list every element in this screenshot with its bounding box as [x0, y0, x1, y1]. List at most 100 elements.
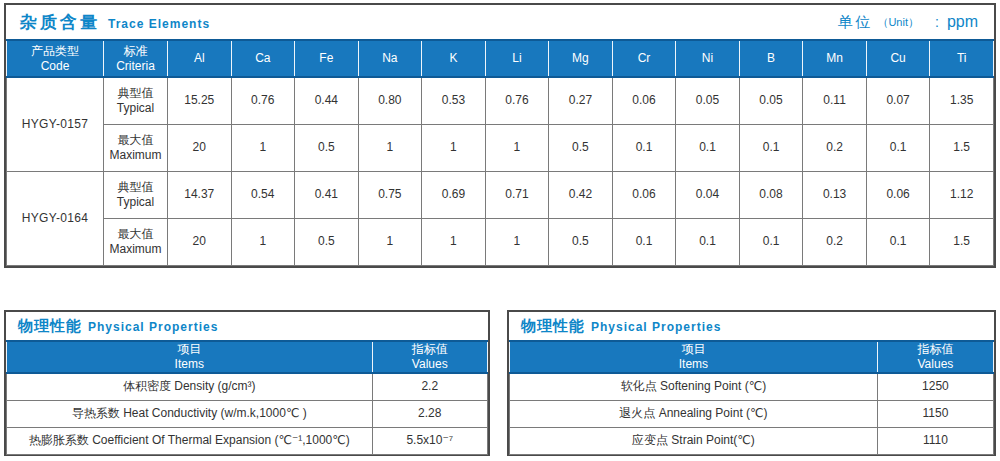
value-cell: 0.1 — [612, 124, 676, 171]
property-row: 热膨胀系数 Coefficient Of Thermal Expansion (… — [7, 427, 488, 454]
col-header-element-al: Al — [168, 40, 232, 77]
value-cell: 0.08 — [739, 171, 803, 218]
col-header-element-ti: Ti — [930, 40, 994, 77]
col-header-code-en: Code — [7, 59, 103, 74]
property-value-cell: 5.5x10⁻⁷ — [372, 427, 487, 454]
physical-left-title: 物理性能Physical Properties — [18, 317, 218, 336]
value-cell: 1 — [485, 218, 549, 265]
value-cell: 0.1 — [676, 218, 740, 265]
value-cell: 0.1 — [866, 218, 930, 265]
col-header-items-zh: 项目 — [510, 342, 877, 357]
table-row: HYGY-0157 典型值 Typical 15.25 0.76 0.44 0.… — [7, 77, 994, 124]
unit-paren: （Unit） — [877, 15, 919, 30]
value-cell: 0.05 — [676, 77, 740, 124]
col-header-items-en: Items — [7, 357, 372, 372]
physical-right-title-bar: 物理性能 Physical Properties — [509, 312, 994, 340]
physical-left-title-zh: 物理性能 — [18, 317, 82, 334]
col-header-criteria-en: Criteria — [104, 59, 167, 74]
property-value-cell: 1150 — [877, 400, 993, 427]
value-cell: 1 — [422, 218, 486, 265]
physical-header-row: 项目 Items 指标值 Values — [510, 341, 994, 373]
col-header-element-ca: Ca — [231, 40, 295, 77]
value-cell: 1 — [231, 124, 295, 171]
value-cell: 0.44 — [295, 77, 359, 124]
value-cell: 0.1 — [739, 218, 803, 265]
property-item-cell: 导热系数 Heat Conductivity (w/m.k,1000℃ ) — [7, 400, 373, 427]
value-cell: 20 — [168, 218, 232, 265]
col-header-values-zh: 指标值 — [373, 342, 487, 357]
unit-colon: : — [935, 14, 939, 30]
property-value-cell: 1250 — [877, 373, 993, 400]
trace-header-row: 产品类型 Code 标准 Criteria Al Ca Fe Na K Li M… — [7, 40, 994, 77]
product-code-cell: HYGY-0157 — [7, 77, 104, 171]
value-cell: 15.25 — [168, 77, 232, 124]
physical-properties-right-section: 物理性能 Physical Properties 项目 Items 指标值 Val… — [507, 310, 996, 456]
value-cell: 0.42 — [549, 171, 613, 218]
value-cell: 0.04 — [676, 171, 740, 218]
value-cell: 1 — [358, 218, 422, 265]
value-cell: 0.2 — [803, 124, 867, 171]
col-header-items-en: Items — [510, 357, 877, 372]
unit-label: 单位 （Unit） : ppm — [837, 13, 978, 32]
property-item-cell: 热膨胀系数 Coefficient Of Thermal Expansion (… — [7, 427, 373, 454]
value-cell: 0.80 — [358, 77, 422, 124]
col-header-element-b: B — [739, 40, 803, 77]
criteria-zh: 典型值 — [104, 86, 167, 101]
value-cell: 0.5 — [295, 218, 359, 265]
criteria-en: Typical — [104, 101, 167, 116]
physical-properties-right-table: 项目 Items 指标值 Values 软化点 Softening Point … — [509, 340, 994, 455]
value-cell: 1.35 — [930, 77, 994, 124]
value-cell: 0.06 — [612, 171, 676, 218]
criteria-cell: 最大值 Maximum — [104, 218, 168, 265]
col-header-element-mg: Mg — [549, 40, 613, 77]
property-row: 体积密度 Density (g/cm³) 2.2 — [7, 373, 488, 400]
table-row: 最大值 Maximum 20 1 0.5 1 1 1 0.5 0.1 0.1 0… — [7, 124, 994, 171]
col-header-values: 指标值 Values — [877, 341, 993, 373]
value-cell: 0.1 — [866, 124, 930, 171]
property-value-cell: 2.28 — [372, 400, 487, 427]
physical-right-title-en: Physical Properties — [591, 320, 721, 334]
col-header-items: 项目 Items — [7, 341, 373, 373]
value-cell: 0.5 — [549, 124, 613, 171]
value-cell: 0.53 — [422, 77, 486, 124]
col-header-values: 指标值 Values — [372, 341, 487, 373]
value-cell: 20 — [168, 124, 232, 171]
property-item-cell: 退火点 Annealing Point (℃) — [510, 400, 878, 427]
criteria-en: Typical — [104, 195, 167, 210]
value-cell: 1 — [485, 124, 549, 171]
value-cell: 0.06 — [866, 171, 930, 218]
value-cell: 0.13 — [803, 171, 867, 218]
col-header-items: 项目 Items — [510, 341, 878, 373]
criteria-cell: 最大值 Maximum — [104, 124, 168, 171]
value-cell: 1 — [358, 124, 422, 171]
value-cell: 0.2 — [803, 218, 867, 265]
criteria-cell: 典型值 Typical — [104, 171, 168, 218]
value-cell: 0.75 — [358, 171, 422, 218]
criteria-en: Maximum — [104, 242, 167, 257]
physical-right-title-zh: 物理性能 — [521, 317, 585, 334]
col-header-element-cu: Cu — [866, 40, 930, 77]
criteria-zh: 典型值 — [104, 180, 167, 195]
property-row: 退火点 Annealing Point (℃) 1150 — [510, 400, 994, 427]
table-row: 最大值 Maximum 20 1 0.5 1 1 1 0.5 0.1 0.1 0… — [7, 218, 994, 265]
trace-title: 杂质含量Trace Elements — [20, 11, 210, 34]
col-header-values-en: Values — [373, 357, 487, 372]
value-cell: 0.76 — [231, 77, 295, 124]
table-row: HYGY-0164 典型值 Typical 14.37 0.54 0.41 0.… — [7, 171, 994, 218]
col-header-criteria-zh: 标准 — [104, 44, 167, 59]
col-header-criteria: 标准 Criteria — [104, 40, 168, 77]
col-header-values-en: Values — [878, 357, 993, 372]
value-cell: 0.07 — [866, 77, 930, 124]
physical-properties-left-section: 物理性能Physical Properties 项目 Items 指标值 Val… — [4, 310, 490, 456]
col-header-items-zh: 项目 — [7, 342, 372, 357]
physical-header-row: 项目 Items 指标值 Values — [7, 341, 488, 373]
value-cell: 0.27 — [549, 77, 613, 124]
col-header-element-fe: Fe — [295, 40, 359, 77]
col-header-element-li: Li — [485, 40, 549, 77]
physical-right-title: 物理性能 Physical Properties — [521, 317, 721, 336]
value-cell: 0.1 — [739, 124, 803, 171]
criteria-cell: 典型值 Typical — [104, 77, 168, 124]
col-header-element-ni: Ni — [676, 40, 740, 77]
property-row: 导热系数 Heat Conductivity (w/m.k,1000℃ ) 2.… — [7, 400, 488, 427]
unit-value: ppm — [947, 13, 978, 31]
